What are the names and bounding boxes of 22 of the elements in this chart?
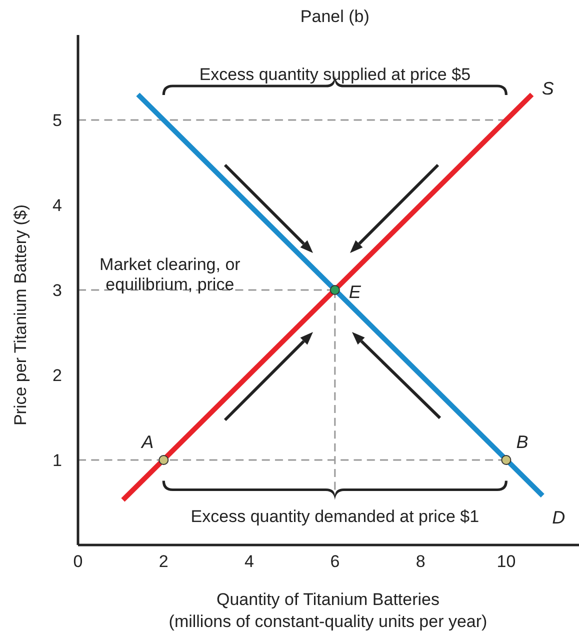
annotation: B <box>516 432 528 452</box>
x-tick-label: 0 <box>73 552 83 572</box>
x-tick-label: 8 <box>416 552 426 572</box>
x-tick-label: 10 <box>496 552 516 572</box>
x-tick-label: 2 <box>158 552 168 572</box>
x-tick-label: 6 <box>330 552 340 572</box>
y-axis-title: Price per Titanium Battery ($) <box>11 204 30 426</box>
annotation: A <box>140 432 154 452</box>
series-label: D <box>552 508 566 528</box>
chart-title: Panel (b) <box>300 7 370 26</box>
series-label: S <box>542 78 554 98</box>
annotation: E <box>348 282 362 302</box>
y-tick-label: 2 <box>52 366 62 386</box>
x-tick-label: 4 <box>244 552 254 572</box>
y-tick-label: 4 <box>52 196 62 216</box>
annotation: Excess quantity supplied at price $5 <box>199 65 471 84</box>
x-axis-title: Quantity of Titanium Batteries (millions of constant-quality units per year) <box>168 590 488 631</box>
y-tick-label: 1 <box>52 451 62 470</box>
annotation: Market clearing, or equilibrium, price <box>100 255 241 294</box>
annotation: Excess quantity demanded at price $1 <box>190 507 480 526</box>
y-tick-label: 3 <box>52 281 62 300</box>
y-tick-label: 5 <box>52 111 62 130</box>
